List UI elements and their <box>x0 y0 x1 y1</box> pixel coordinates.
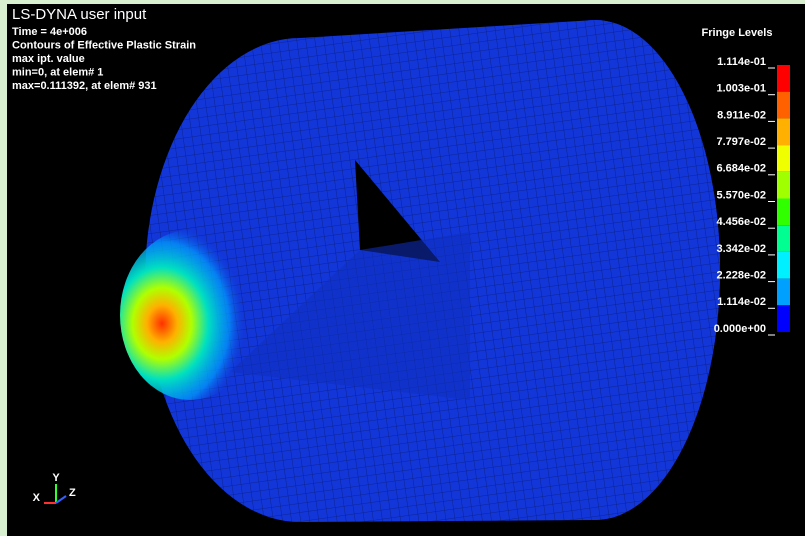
fringe-level: 3.342e-02 <box>716 243 766 255</box>
fringe-level: 1.003e-01 <box>716 83 766 95</box>
fringe-level: 4.456e-02 <box>716 216 766 228</box>
fringe-level: 2.228e-02 <box>716 270 766 282</box>
triad-z-label: Z <box>69 487 76 499</box>
header-line: max=0.111392, at elem# 931 <box>12 80 157 92</box>
fringe-level: 1.114e-01 <box>717 56 766 68</box>
fringe-level: 1.114e-02 <box>717 296 766 308</box>
viewport: LS-DYNA user input Time = 4e+006Contours… <box>0 0 805 536</box>
fringe-swatch <box>777 145 790 172</box>
triad-x-label: X <box>33 492 41 504</box>
title: LS-DYNA user input <box>12 6 147 23</box>
fringe-level: 6.684e-02 <box>716 163 766 175</box>
fringe-level: 7.797e-02 <box>716 136 766 148</box>
fringe-level: 8.911e-02 <box>717 109 766 121</box>
header-line: max ipt. value <box>12 53 85 65</box>
fringe-swatch <box>777 225 790 252</box>
header-line: Time = 4e+006 <box>12 26 87 38</box>
header-line: Contours of Effective Plastic Strain <box>12 39 196 51</box>
fringe-swatch <box>777 172 790 199</box>
legend-title: Fringe Levels <box>702 27 773 39</box>
page: LS-DYNA user input Time = 4e+006Contours… <box>0 0 805 536</box>
cylinder-model <box>120 20 720 522</box>
fringe-swatch <box>777 199 790 226</box>
triad-y-label: Y <box>52 472 60 484</box>
cylinder-end <box>470 20 720 520</box>
header-line: min=0, at elem# 1 <box>12 66 103 78</box>
fringe-swatch <box>777 279 790 306</box>
fringe-level: 5.570e-02 <box>716 189 766 201</box>
fringe-swatch <box>777 305 790 332</box>
fringe-swatch <box>777 92 790 119</box>
fringe-swatch <box>777 118 790 145</box>
fringe-swatch <box>777 252 790 279</box>
fringe-level: 0.000e+00 <box>714 323 766 335</box>
fringe-swatch <box>777 65 790 92</box>
strain-hotspot <box>120 230 260 400</box>
